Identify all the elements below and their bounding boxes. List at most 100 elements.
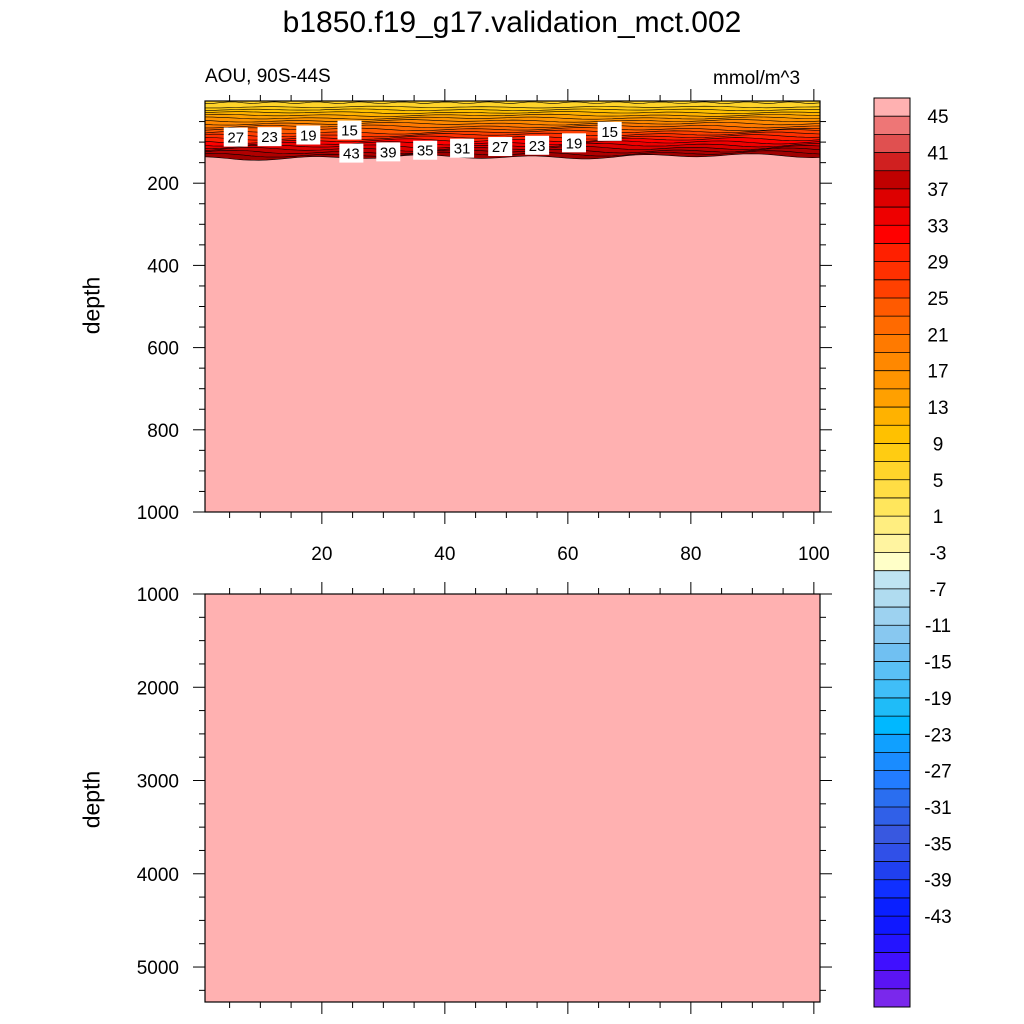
contour-band <box>205 108 820 114</box>
colorbar-swatch <box>874 479 910 499</box>
colorbar-swatch <box>874 170 910 190</box>
colorbar-label: -15 <box>924 653 951 674</box>
colorbar-swatch <box>874 697 910 717</box>
contour-label-box <box>413 140 438 160</box>
contour-label: 15 <box>341 123 358 140</box>
colorbar-label: -23 <box>924 725 951 746</box>
colorbar-label: 25 <box>927 289 948 310</box>
colorbar-swatch <box>874 188 910 208</box>
y-tick-label: 200 <box>147 174 179 195</box>
colorbar-swatch <box>874 879 910 899</box>
colorbar-swatch <box>874 116 910 135</box>
colorbar-label: 37 <box>927 180 948 201</box>
colorbar-label: -39 <box>924 871 951 892</box>
contour-line <box>204 119 821 123</box>
colorbar-swatch <box>874 843 910 862</box>
contour-line <box>205 105 821 109</box>
contour-label-box <box>597 121 622 141</box>
contour-label: 19 <box>566 135 583 152</box>
colorbar-swatch <box>874 297 910 317</box>
upper-panel: 27 23 19 15 43 39 35 31 27 23 19 15 200 400 600 800 1000… <box>137 89 832 565</box>
colorbar-swatch <box>874 661 910 681</box>
y-tick-label: 2000 <box>137 678 179 699</box>
contour-label-box <box>525 135 550 155</box>
colorbar-swatch <box>874 352 910 371</box>
contour-line <box>204 113 821 117</box>
variable-region-label: AOU, 90S-44S <box>205 66 331 87</box>
colorbar-swatch <box>874 807 910 826</box>
colorbar-label: 1 <box>933 507 944 528</box>
x-tick-label: 60 <box>557 544 578 565</box>
colorbar-swatch <box>874 534 910 553</box>
contour-line <box>204 111 821 115</box>
colorbar-swatch <box>874 934 910 953</box>
colorbar-swatch <box>874 861 910 881</box>
contour-line <box>204 121 821 126</box>
contour-label: 27 <box>492 139 509 156</box>
contour-label: 23 <box>529 138 546 155</box>
contour-label-box <box>337 120 362 140</box>
colorbar-swatch <box>874 970 910 990</box>
colorbar-swatch <box>874 279 910 299</box>
x-tick-label: 80 <box>680 544 701 565</box>
colorbar-swatch <box>874 425 910 444</box>
colorbar-swatch <box>874 334 910 353</box>
contour-line <box>204 147 821 155</box>
contour-line <box>204 116 820 120</box>
colorbar-swatch <box>874 98 910 117</box>
y-tick-label: 4000 <box>137 865 179 886</box>
colorbar-swatch <box>874 679 910 699</box>
contour-label: 27 <box>227 130 244 147</box>
colorbar-label: -31 <box>924 798 951 819</box>
colorbar-frame <box>873 97 911 1008</box>
colorbar-swatch <box>874 443 910 462</box>
colorbar-label: -43 <box>924 907 951 928</box>
colorbar-swatch <box>874 134 910 153</box>
colorbar: 45 41 37 33 29 25 21 17 13 9 5 1 -3 -7 -11 -15 -19 -23 -27… <box>873 97 952 1008</box>
colorbar-label: 29 <box>927 253 948 274</box>
colorbar-label: 33 <box>927 216 948 237</box>
colorbar-label: 45 <box>927 107 948 128</box>
contour-label: 43 <box>343 146 360 163</box>
contour-label-box <box>296 125 321 145</box>
colorbar-swatch <box>874 225 910 244</box>
colorbar-swatch <box>874 461 910 481</box>
lower-panel: 1000 2000 3000 4000 5000 <box>137 582 832 1014</box>
colorbar-swatch <box>874 207 910 226</box>
colorbar-swatch <box>874 370 910 390</box>
colorbar-swatch <box>874 570 910 590</box>
contour-line <box>204 101 821 104</box>
colorbar-swatch <box>874 407 910 426</box>
colorbar-swatch <box>874 243 910 262</box>
contour-band <box>205 111 820 117</box>
y-tick-label: 5000 <box>137 958 179 979</box>
contour-label-box <box>450 138 475 158</box>
colorbar-label: -7 <box>930 580 947 601</box>
colorbar-swatch <box>874 752 910 771</box>
colorbar-swatch <box>874 497 910 517</box>
contour-label: 31 <box>454 141 471 158</box>
colorbar-swatch <box>874 643 910 662</box>
contour-label-box <box>376 142 401 162</box>
chart-title: b1850.f19_g17.validation_mct.002 <box>282 6 742 39</box>
colorbar-label: 9 <box>933 434 944 455</box>
contour-band <box>205 143 820 152</box>
contour-label-box <box>488 137 513 157</box>
colorbar-swatch <box>874 516 910 535</box>
colorbar-swatch <box>874 825 910 844</box>
contour-label-box <box>257 127 282 147</box>
contour-line <box>204 150 821 158</box>
colorbar-swatch <box>874 152 910 172</box>
contour-label-box <box>223 127 248 147</box>
contour-label: 39 <box>380 144 397 161</box>
colorbar-label: -35 <box>924 834 951 855</box>
colorbar-label: -3 <box>930 544 947 565</box>
y-tick-label: 3000 <box>137 772 179 793</box>
contour-band <box>205 137 820 147</box>
upper-background-fill <box>205 101 820 512</box>
colorbar-label: -19 <box>924 689 951 710</box>
x-tick-label: 100 <box>798 544 830 565</box>
colorbar-swatch <box>874 897 910 917</box>
colorbar-swatch <box>874 770 910 790</box>
